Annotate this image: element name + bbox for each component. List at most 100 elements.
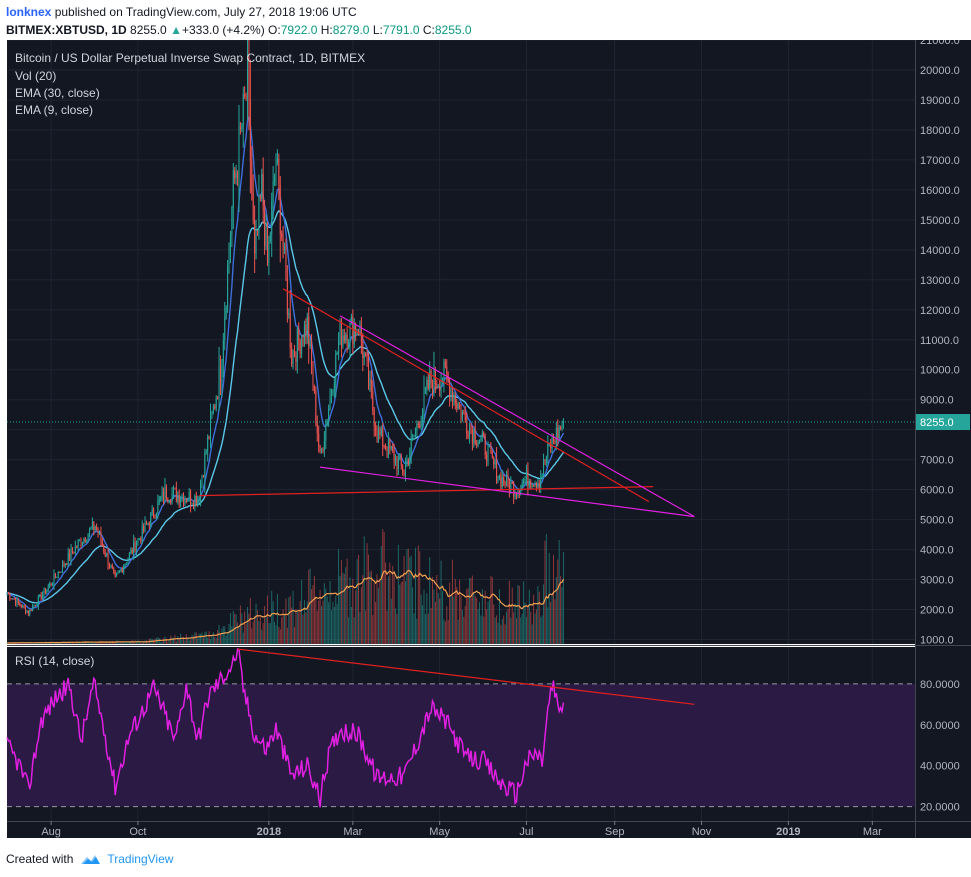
candle-body [434,368,436,385]
volume-bar [42,643,44,644]
volume-bar [345,567,347,644]
volume-bar [400,582,402,644]
volume-bar [128,642,130,644]
volume-bar [370,570,372,644]
candle-body [123,566,125,573]
candle-body [370,378,372,392]
candle-body [25,607,27,613]
high-value: 8279.0 [332,23,370,37]
open-value: 7922.0 [280,23,318,37]
candle-body [537,483,539,488]
candle-body [507,474,509,482]
candle-body [231,208,233,236]
candle-body [244,93,246,96]
candle-body [474,429,476,444]
candle-body [544,460,546,463]
candle-body [329,396,331,409]
volume-bar [113,641,115,644]
candle-body [561,425,563,429]
volume-bar [171,637,173,644]
author-link[interactable]: lonknex [6,5,52,19]
time-tick-label: 2018 [257,826,281,838]
price-pane-background [7,40,915,644]
candle-body [171,493,173,503]
volume-bar [558,540,560,644]
volume-bar [266,595,268,644]
volume-bar [308,569,310,644]
candle-body [261,174,263,199]
candle-body [382,428,384,446]
candle-body [222,340,224,364]
candle-body [487,446,489,462]
candle-body [27,611,29,615]
candle-body [449,380,451,399]
candle-body [100,532,102,542]
candle-body [165,486,167,499]
volume-bar [417,545,419,644]
high-label: H: [320,23,333,37]
price-tick-label: 17000.0 [920,155,960,167]
candle-body [205,451,207,453]
volume-bar [309,568,311,644]
candle-body [278,158,280,185]
volume-bar [510,617,512,644]
volume-bar [387,576,389,644]
candle-body [416,424,418,432]
candle-body [503,477,505,484]
volume-bar [188,640,190,644]
volume-bar [158,638,160,644]
price-tick-label: 4000.0 [920,545,954,557]
volume-bar [33,643,35,644]
volume-bar [191,634,193,644]
price-tick-label: 21000.0 [920,40,960,47]
candle-body [40,594,42,599]
volume-bar [385,562,387,644]
price-tick-label: 3000.0 [920,575,954,587]
candle-body [395,457,397,463]
grid-lines [7,40,915,821]
candle-body [303,324,305,344]
candle-body [126,563,128,565]
volume-bar [197,638,199,644]
candle-body [44,588,46,594]
volume-bar [268,623,270,644]
candle-body [412,436,414,440]
chart-area[interactable]: 8255.0 21000.0 20000.0 19000.0 18000.0 17000.… [0,40,971,848]
candle-body [217,397,219,399]
symbol-label: BITMEX:XBTUSD, 1D [6,23,127,37]
rsi-tick-label: 40.0000 [920,761,960,773]
volume-bar [89,643,91,644]
volume-bar [424,614,426,644]
volume-bar [419,551,421,644]
volume-bar [231,626,233,644]
candle-body [136,544,138,552]
volume-bar [375,601,377,644]
volume-bar [118,643,120,644]
candle-body [298,328,300,341]
candle-body [389,439,391,449]
volume-bar [278,626,280,644]
candle-body [457,403,459,409]
candle-body [332,392,334,394]
volume-bar [336,603,338,644]
volume-bar [449,582,451,644]
tradingview-brand-link[interactable]: TradingView [79,852,173,866]
volume-bar [318,600,320,644]
volume-bar [279,629,281,644]
volume-bar [73,641,75,644]
published-text: published on TradingView.com, July 27, 2… [54,5,357,19]
candle-body [514,493,516,497]
volume-bar [77,642,79,644]
volume-bar [437,592,439,644]
candle-body [177,495,179,501]
candle-body [560,426,562,429]
volume-bar [204,632,206,644]
candle-body [286,277,288,315]
volume-bar [303,599,305,644]
candle-body [321,449,323,452]
volume-bar [63,642,65,644]
volume-bar [298,611,300,644]
candle-body [74,546,76,553]
volume-bar [224,626,226,644]
volume-bar [272,601,274,644]
